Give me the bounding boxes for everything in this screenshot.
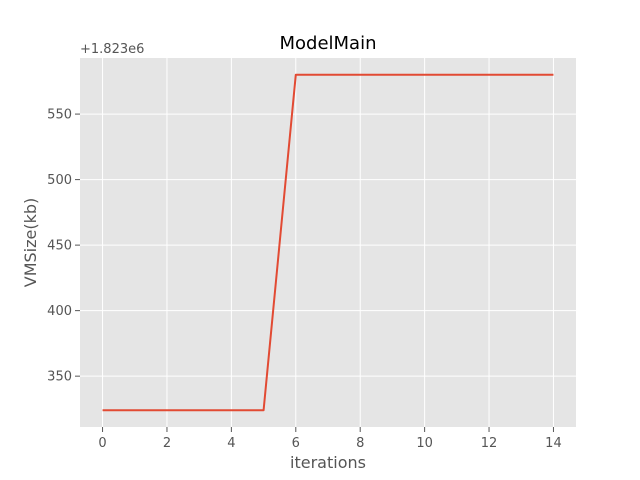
y-tick-label: 550 [47,108,72,123]
plot-background [80,58,576,427]
x-tick-label: 4 [227,436,235,451]
y-tick-label: 500 [47,173,72,188]
x-tick-label: 12 [481,436,498,451]
x-tick-label: 6 [292,436,300,451]
chart-title: ModelMain [279,33,376,54]
y-offset-label: +1.823e6 [80,42,144,57]
y-gridlines [80,113,576,377]
y-tick-label: 450 [47,239,72,254]
x-gridlines [102,58,554,427]
y-axis-label: VMSize(kb) [21,198,40,288]
x-axis-ticks: 0 2 4 6 8 10 12 14 [98,427,562,451]
y-axis-ticks: 350 400 450 500 550 [47,108,80,385]
x-tick-label: 8 [356,436,364,451]
series-line [102,73,554,412]
x-tick-label: 10 [416,436,433,451]
series-layer [102,73,554,412]
x-axis-label: iterations [290,453,366,472]
y-tick-label: 400 [47,304,72,319]
x-tick-label: 14 [545,436,562,451]
y-tick-label: 350 [47,370,72,385]
x-tick-label: 2 [163,436,171,451]
x-tick-label: 0 [98,436,106,451]
